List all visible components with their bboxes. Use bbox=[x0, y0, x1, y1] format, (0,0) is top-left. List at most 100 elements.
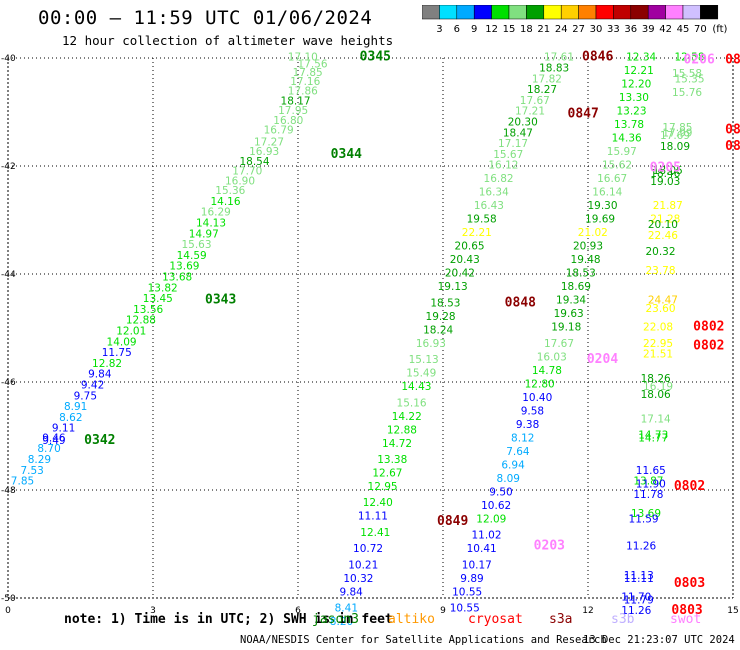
wave-height-value: 10.32 bbox=[343, 573, 373, 585]
wave-height-value: 14.43 bbox=[401, 381, 431, 393]
pass-time-label: 0849 bbox=[437, 514, 468, 529]
wave-height-value: 17.10 bbox=[288, 52, 318, 64]
wave-height-value: 20.42 bbox=[445, 268, 475, 280]
colorbar-tick-label: 30 bbox=[590, 24, 603, 35]
page-subtitle: 12 hour collection of altimeter wave hei… bbox=[62, 33, 394, 48]
pass-time-label: 08 bbox=[725, 139, 740, 154]
wave-height-value: 17.99 bbox=[662, 127, 692, 139]
colorbar-tick-label: 45 bbox=[677, 24, 690, 35]
wave-height-value: 9.38 bbox=[516, 419, 539, 431]
colorbar-tick-label: 9 bbox=[471, 24, 477, 35]
wave-height-value: 16.93 bbox=[249, 146, 279, 158]
wave-height-value: 13.30 bbox=[619, 92, 649, 104]
wave-height-value: 11.26 bbox=[626, 540, 656, 552]
wave-height-value: 20.30 bbox=[508, 117, 538, 129]
wave-height-value: 14.13 bbox=[196, 217, 226, 229]
wave-height-value: 16.34 bbox=[479, 187, 509, 199]
wave-height-value: 12.20 bbox=[621, 79, 651, 91]
pass-time-label: 0345 bbox=[360, 50, 391, 65]
wave-height-value: 18.24 bbox=[423, 324, 453, 336]
pass-time-label: 0205 bbox=[650, 160, 681, 175]
colorbar-tick-label: 6 bbox=[454, 24, 460, 35]
wave-height-value: 19.48 bbox=[571, 254, 601, 266]
colorbar-tick-label: 24 bbox=[555, 24, 568, 35]
wave-height-value: 10.55 bbox=[452, 586, 482, 598]
wave-height-value: 22.08 bbox=[643, 322, 673, 334]
wave-height-value: 8.29 bbox=[28, 454, 51, 466]
mission-label: altiko bbox=[388, 612, 435, 627]
wave-height-value: 19.34 bbox=[556, 295, 586, 307]
pass-time-label: 0846 bbox=[582, 50, 613, 65]
wave-height-value: 12.88 bbox=[387, 424, 417, 436]
x-tick-label: 3 bbox=[150, 606, 156, 616]
pass-time-label: 0848 bbox=[505, 295, 536, 310]
wave-height-value: 8.62 bbox=[59, 412, 82, 424]
wave-height-value: 7.53 bbox=[20, 465, 43, 477]
wave-height-value: 10.72 bbox=[353, 543, 383, 555]
x-tick-label: 12 bbox=[582, 606, 593, 616]
wave-height-value: 19.63 bbox=[554, 308, 584, 320]
wave-height-value: 16.67 bbox=[597, 173, 627, 185]
pass-time-label: 0344 bbox=[331, 147, 362, 162]
wave-height-value: 18.54 bbox=[239, 156, 269, 168]
footnote: note: 1) Time is in UTC; 2) SWH is in fe… bbox=[64, 612, 393, 627]
colorbar-tick-label: 18 bbox=[520, 24, 533, 35]
pass-time-label: 0206 bbox=[684, 52, 715, 67]
wave-height-value: 17.85 bbox=[293, 67, 323, 79]
wave-height-value: 24.47 bbox=[648, 295, 678, 307]
wave-height-value: 16.80 bbox=[273, 115, 303, 127]
wave-height-value: 19.03 bbox=[650, 176, 680, 188]
wave-height-value: 10.40 bbox=[522, 392, 552, 404]
wave-height-value: 12.58 bbox=[674, 52, 704, 64]
wave-height-value: 17.69 bbox=[660, 130, 690, 142]
wave-height-value: 13.69 bbox=[631, 508, 661, 520]
wave-height-value: 11.70 bbox=[621, 592, 651, 604]
wave-height-value: 13.45 bbox=[143, 293, 173, 305]
wave-height-value: 14.78 bbox=[532, 365, 562, 377]
wave-height-value: 13.82 bbox=[148, 282, 178, 294]
pass-time-label: 0342 bbox=[84, 433, 115, 448]
pass-time-label: 0802 bbox=[693, 339, 724, 354]
y-tick-label: -50 bbox=[1, 594, 16, 604]
wave-height-value: 14.97 bbox=[189, 228, 219, 240]
wave-height-value: 9.49 bbox=[42, 435, 65, 447]
wave-height-value: 13.56 bbox=[133, 304, 163, 316]
wave-height-value: 12.21 bbox=[624, 65, 654, 77]
wave-height-value: 12.01 bbox=[116, 325, 146, 337]
wave-height-value: 15.62 bbox=[602, 160, 632, 172]
wave-height-value: 12.95 bbox=[368, 481, 398, 493]
wave-height-value: 17.85 bbox=[662, 122, 692, 134]
wave-height-value: 9.75 bbox=[74, 390, 97, 402]
wave-height-value: 11.11 bbox=[358, 511, 388, 523]
wave-height-value: 19.18 bbox=[551, 322, 581, 334]
wave-height-value: 8.20 bbox=[330, 616, 353, 628]
wave-height-value: 17.70 bbox=[232, 166, 262, 178]
wave-height-value: 16.12 bbox=[488, 160, 518, 172]
colorbar-tick-label: 39 bbox=[642, 24, 655, 35]
wave-height-value: 17.56 bbox=[297, 59, 327, 71]
wave-height-value: 17.82 bbox=[532, 73, 562, 85]
colorbar-unit: (ft) bbox=[712, 24, 727, 35]
x-tick-label: 9 bbox=[440, 606, 446, 616]
wave-height-value: 17.14 bbox=[641, 414, 671, 426]
colorbar-tick-label: 70 bbox=[694, 24, 707, 35]
wave-height-value: 14.22 bbox=[392, 411, 422, 423]
wave-height-value: 20.65 bbox=[455, 241, 485, 253]
wave-height-value: 18.17 bbox=[281, 95, 311, 107]
mission-label: cryosat bbox=[468, 612, 523, 627]
wave-height-value: 16.82 bbox=[484, 173, 514, 185]
wave-height-value: 16.19 bbox=[643, 381, 673, 393]
wave-height-value: 19.69 bbox=[585, 214, 615, 226]
wave-height-value: 9.58 bbox=[521, 405, 544, 417]
wave-height-value: 12.67 bbox=[372, 468, 402, 480]
wave-height-value: 18.26 bbox=[641, 373, 671, 385]
wave-height-value: 18.69 bbox=[561, 281, 591, 293]
wave-height-value: 13.23 bbox=[616, 106, 646, 118]
wave-height-value: 14.73 bbox=[638, 430, 668, 442]
wave-height-value: 18.09 bbox=[660, 141, 690, 153]
wave-height-value: 17.86 bbox=[288, 86, 318, 98]
wave-height-value: 11.78 bbox=[633, 489, 663, 501]
wave-height-value: 17.67 bbox=[544, 338, 574, 350]
wave-height-value: 18.27 bbox=[527, 84, 557, 96]
wave-height-value: 10.55 bbox=[450, 603, 480, 615]
